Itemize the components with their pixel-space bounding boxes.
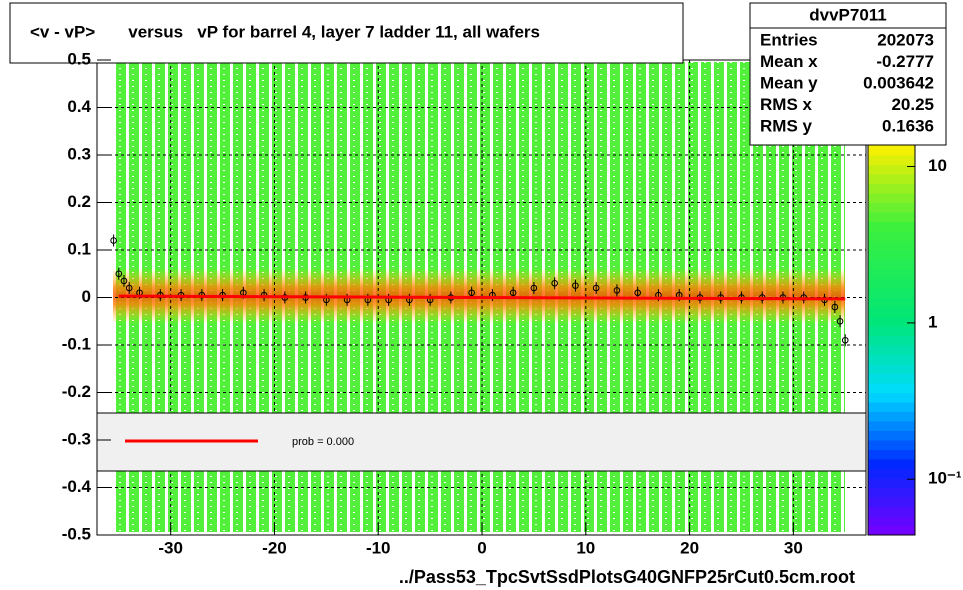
profile-point (468, 289, 475, 297)
palette-band (868, 516, 915, 526)
palette-band (868, 155, 915, 165)
palette-band (868, 354, 915, 365)
stats-title: dvvP7011 (809, 5, 887, 24)
palette-band (868, 259, 915, 270)
palette-band (868, 345, 915, 355)
z-tick-label: 1 (928, 312, 937, 331)
palette-band (868, 240, 915, 251)
chart-title: <v - vP> versus vP for barrel 4, layer 7… (30, 22, 540, 41)
palette-band (868, 231, 915, 241)
x-tick-label: 10 (576, 538, 595, 557)
palette-band (868, 307, 915, 317)
stats-label: Mean y (760, 73, 818, 92)
palette-band (868, 402, 915, 412)
stats-value: 0.1636 (882, 116, 934, 135)
fit-line (118, 294, 846, 301)
stats-value: 202073 (877, 30, 934, 49)
stats-label: Mean x (760, 52, 818, 71)
profile-point (836, 317, 844, 325)
palette-band (868, 174, 915, 184)
y-tick-label: 0.3 (67, 144, 91, 163)
y-tick-label: -0.2 (62, 382, 91, 401)
palette-band (868, 421, 915, 431)
x-tick-label: -10 (366, 538, 391, 557)
stats-label: RMS y (760, 116, 813, 135)
palette-band (868, 459, 915, 469)
profile-point (613, 287, 621, 294)
palette-band (868, 411, 915, 422)
x-tick-label: 20 (680, 538, 699, 557)
palette-band (868, 202, 915, 213)
profile-point (125, 284, 133, 292)
x-tick-label: 0 (477, 538, 486, 557)
profile-point (110, 237, 117, 244)
palette-band (868, 193, 915, 203)
stats-value: 20.25 (891, 95, 934, 114)
y-tick-label: -0.5 (62, 524, 91, 543)
palette-band (868, 297, 915, 308)
x-axis-label: ../Pass53_TpcSvtSsdPlotsG40GNFP25rCut0.5… (399, 567, 855, 587)
palette-band (868, 183, 915, 194)
palette-band (868, 497, 915, 507)
palette-band (868, 250, 915, 260)
y-tick-label: -0.1 (62, 334, 91, 353)
stats-value: 0.003642 (863, 73, 934, 92)
palette-band (868, 335, 915, 346)
palette-band (868, 145, 915, 156)
title-box (9, 2, 684, 64)
palette-band (868, 278, 915, 289)
profile-point (551, 279, 558, 287)
palette-band (868, 221, 915, 232)
stats-value: -0.2777 (876, 52, 934, 71)
profile-point (572, 282, 579, 289)
y-tick-label: 0.4 (67, 97, 91, 116)
palette-band (868, 288, 915, 298)
profile-point (841, 336, 849, 344)
profile-point (831, 303, 839, 311)
x-tick-label: 30 (784, 538, 803, 557)
palette-band (868, 269, 915, 279)
profile-point (634, 289, 641, 297)
legend-label: prob = 0.000 (292, 436, 354, 448)
palette-band (868, 383, 915, 393)
palette-band (868, 316, 915, 327)
profile-point (120, 277, 128, 285)
profile-point (115, 270, 123, 278)
y-tick-label: 0.1 (67, 239, 91, 258)
palette-band (868, 364, 915, 374)
palette-band (868, 468, 915, 479)
y-tick-label: 0.2 (67, 192, 91, 211)
stats-label: Entries (760, 30, 818, 49)
palette-band (868, 392, 915, 403)
palette-band (868, 478, 915, 488)
y-tick-label: -0.4 (62, 477, 92, 496)
profile-point (509, 289, 517, 297)
palette-band (868, 440, 915, 450)
palette-band (868, 449, 915, 460)
x-tick-label: -30 (158, 538, 183, 557)
palette-band (868, 212, 915, 222)
palette-band (868, 525, 915, 536)
profile-point (592, 284, 600, 292)
stats-label: RMS x (760, 95, 813, 114)
z-tick-label: 10⁻¹ (928, 469, 962, 488)
y-tick-label: 0.5 (67, 49, 91, 68)
y-tick-label: -0.3 (62, 429, 91, 448)
palette-band (868, 430, 915, 441)
x-tick-label: -20 (262, 538, 287, 557)
y-tick-label: 0 (82, 287, 91, 306)
palette-band (868, 487, 915, 498)
z-tick-label: 10 (928, 156, 947, 175)
palette-band (868, 326, 915, 336)
profile-point (530, 284, 538, 292)
palette-band (868, 164, 915, 175)
palette-band (868, 373, 915, 384)
stats-box (749, 2, 947, 146)
palette-band (868, 506, 915, 517)
